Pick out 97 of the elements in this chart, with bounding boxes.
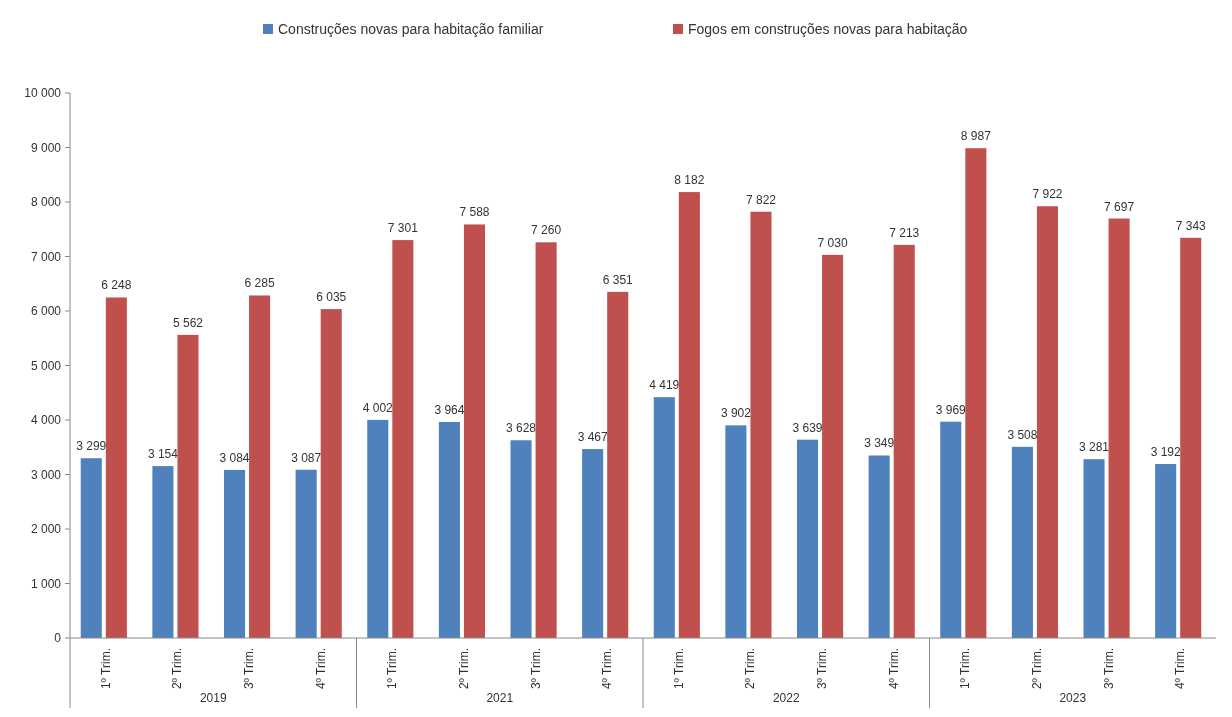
x-tick-label: 2º Trim. <box>743 648 758 690</box>
data-label: 7 822 <box>745 192 777 207</box>
bar <box>1155 464 1177 638</box>
x-tick-label: 2º Trim. <box>456 648 471 690</box>
bar <box>607 291 629 638</box>
data-label: 3 281 <box>1079 440 1110 455</box>
data-label: 8 182 <box>674 173 705 188</box>
data-label: 6 248 <box>101 278 132 293</box>
data-label: 5 562 <box>172 315 204 330</box>
data-label: 6 285 <box>244 276 275 291</box>
x-tick-label: 1º Trim. <box>671 648 686 690</box>
x-tick-label: 4º Trim. <box>886 648 901 690</box>
bar <box>152 466 174 638</box>
bar <box>80 458 102 638</box>
bar <box>392 240 414 638</box>
y-tick-label: 9 000 <box>30 140 62 155</box>
legend-label: Fogos em construções novas para habitação <box>688 21 968 37</box>
data-label: 8 987 <box>960 129 992 144</box>
bar <box>653 397 675 638</box>
data-label: 3 349 <box>864 436 895 451</box>
data-label: 3 969 <box>935 402 967 417</box>
bar <box>940 421 962 638</box>
data-label: 3 639 <box>792 420 823 435</box>
bar <box>678 192 700 638</box>
data-label: 3 192 <box>1150 445 1181 460</box>
text: 2023 <box>1059 691 1087 705</box>
bar <box>1011 446 1033 638</box>
bar <box>893 244 915 638</box>
text: 2022 <box>772 691 800 705</box>
bar <box>535 242 557 638</box>
x-tick-label: 2º Trim. <box>170 648 185 690</box>
data-label: 3 508 <box>1007 427 1038 442</box>
data-label: 7 301 <box>387 221 419 236</box>
legend-label: Construções novas para habitação familiar <box>278 21 544 37</box>
bar <box>1083 459 1105 638</box>
bar <box>105 297 127 638</box>
bar <box>965 148 987 638</box>
y-tick-label: 4 000 <box>30 413 62 428</box>
y-tick-label: 6 000 <box>30 304 62 319</box>
bar <box>177 334 199 638</box>
y-tick-label: 1 000 <box>30 576 62 591</box>
bar <box>1180 237 1202 638</box>
x-tick-label: 4º Trim. <box>600 648 615 690</box>
bar <box>367 419 389 638</box>
x-tick-label: 3º Trim. <box>528 648 543 690</box>
x-tick-label: 4º Trim. <box>313 648 328 690</box>
bar <box>868 455 890 638</box>
bar <box>463 224 486 638</box>
text: 2021 <box>486 691 514 705</box>
y-tick-label: 8 000 <box>30 195 62 210</box>
y-tick-label: 2 000 <box>30 522 62 537</box>
x-tick-label: 1º Trim. <box>385 648 400 690</box>
x-tick-label: 3º Trim. <box>815 648 830 690</box>
bar <box>438 421 460 638</box>
data-label: 3 087 <box>291 450 322 465</box>
data-label: 7 697 <box>1104 199 1135 214</box>
data-label: 7 030 <box>817 235 848 250</box>
y-tick-label: 10 000 <box>24 86 62 101</box>
x-tick-label: 2º Trim. <box>1029 648 1044 690</box>
x-tick-label: 4º Trim. <box>1173 648 1188 690</box>
x-tick-label: 3º Trim. <box>1101 648 1116 690</box>
x-tick-label: 1º Trim. <box>98 648 113 690</box>
bar <box>510 440 532 638</box>
bar <box>295 469 317 638</box>
x-tick-label: 1º Trim. <box>958 648 973 690</box>
bar <box>796 439 819 638</box>
data-label: 7 343 <box>1175 218 1207 233</box>
bar <box>223 469 246 638</box>
data-label: 3 084 <box>219 450 250 465</box>
text: 2019 <box>199 691 227 705</box>
data-label: 4 002 <box>362 400 394 415</box>
data-label: 7 588 <box>459 205 490 220</box>
data-label: 3 902 <box>720 406 752 421</box>
y-tick-label: 5 000 <box>30 358 62 373</box>
x-tick-label: 3º Trim. <box>242 648 257 690</box>
data-label: 7 260 <box>531 223 562 238</box>
data-label: 6 351 <box>602 272 634 287</box>
bar <box>1108 218 1130 638</box>
bar <box>249 295 271 638</box>
data-label: 7 922 <box>1032 187 1063 202</box>
bar <box>320 309 342 638</box>
bar <box>750 211 772 638</box>
y-tick-label: 7 000 <box>30 249 62 264</box>
data-label: 7 213 <box>889 225 920 240</box>
y-tick-label: 3 000 <box>30 467 62 482</box>
bar <box>1036 206 1059 638</box>
data-label: 3 299 <box>76 439 107 454</box>
data-label: 3 964 <box>434 402 465 417</box>
data-label: 4 419 <box>649 378 680 393</box>
data-label: 3 467 <box>577 430 608 445</box>
data-label: 6 035 <box>316 290 347 305</box>
data-label: 3 628 <box>506 421 537 436</box>
bar <box>725 425 747 638</box>
bar <box>582 449 604 638</box>
y-tick-label: 0 <box>54 631 62 646</box>
bar <box>822 254 844 638</box>
data-label: 3 154 <box>147 447 179 462</box>
